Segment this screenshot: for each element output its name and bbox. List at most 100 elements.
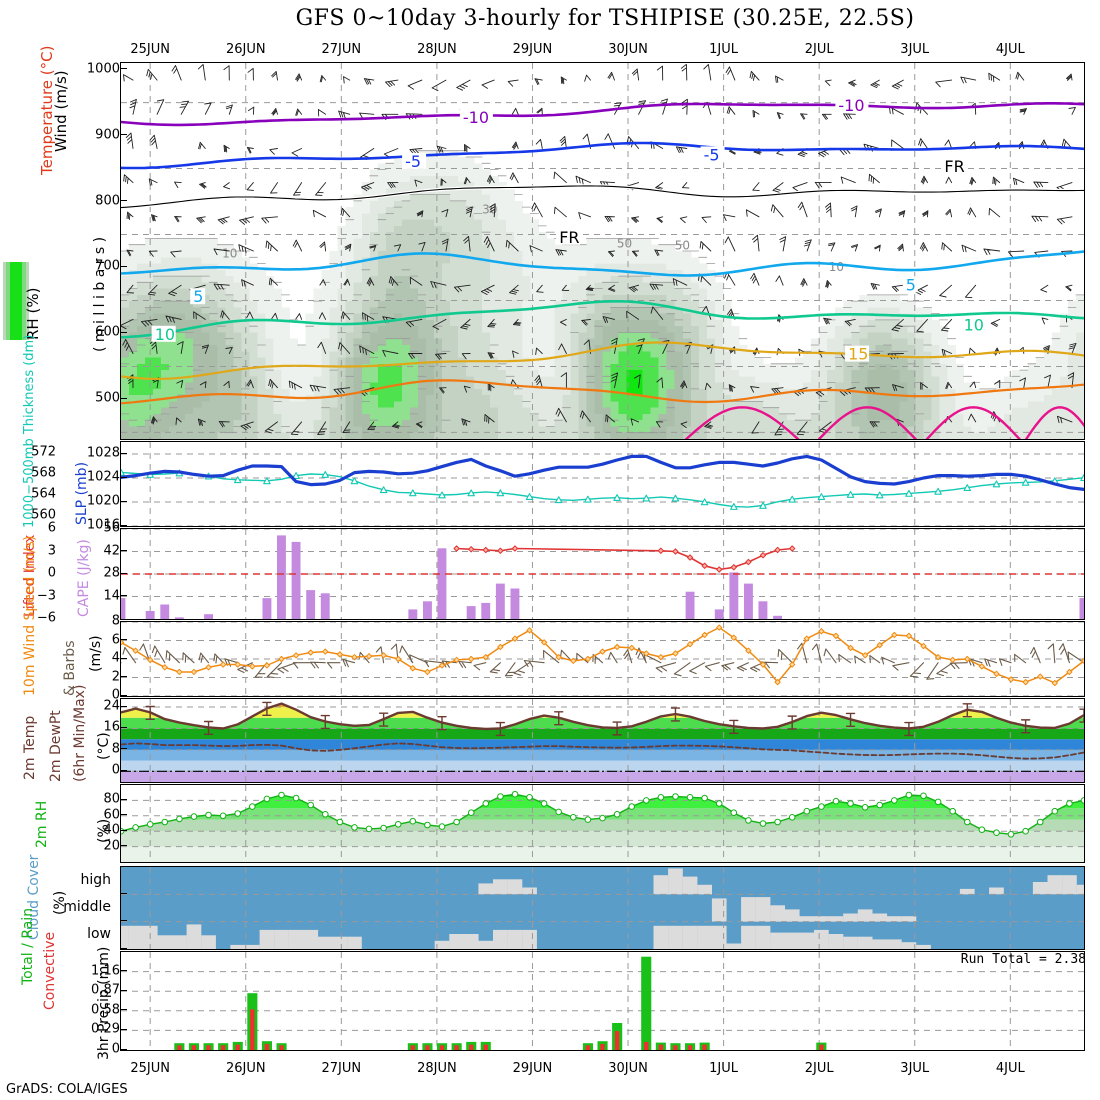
rh2m-tick: 20 [103, 838, 120, 854]
upper-air-panel[interactable]: 10 30 50 10 50 -10 -10 -5 -5 FR FR 5 5 10 10 15 [120, 62, 1085, 440]
slp-tickmark [121, 476, 127, 478]
axis-label-minmax: (6hr Min/Max) [72, 684, 88, 782]
precip-tick: 0 [111, 1041, 120, 1057]
wind10m-tick: 0 [111, 687, 120, 703]
svg-text:-5: -5 [704, 145, 720, 164]
precip-panel[interactable] [120, 951, 1085, 1051]
svg-text:10: 10 [155, 325, 175, 344]
wind10m-tickmark [121, 620, 127, 622]
pressure-tick: 1000 [86, 61, 120, 77]
precip-tick: 0.87 [91, 982, 120, 998]
precip-tickmark [121, 1009, 127, 1011]
temp2m-tickmark [121, 726, 127, 728]
temp-dewpt-panel[interactable] [120, 698, 1085, 783]
axis-label-rh2m: 2m RH [34, 800, 50, 848]
slp-tick: 1024 [86, 469, 120, 485]
date-tick-3jul: 3JUL [900, 42, 930, 57]
cape-tickmark [121, 550, 127, 551]
cape-tickmark [121, 595, 127, 596]
rh2m-tick: 40 [103, 822, 120, 838]
svg-text:10: 10 [964, 316, 984, 335]
date-tick-3jul: 3JUL [900, 1061, 930, 1076]
axis-label-temp2m: 2m Temp [22, 715, 38, 780]
rh2m-panel[interactable] [120, 784, 1085, 863]
date-tick-26jun: 26JUN [225, 42, 266, 57]
rh-legend-swatch [3, 262, 29, 340]
thickness-tick: 568 [31, 465, 56, 480]
pressure-tick: 700 [95, 258, 120, 274]
temp2m-tick: 24 [103, 698, 120, 714]
slp-tick: 1020 [86, 493, 120, 509]
axis-label-temperature: Temperature (°C) [38, 45, 56, 175]
temp2m-tick: 16 [103, 719, 120, 735]
cloud-band-low: low [87, 926, 111, 943]
pressure-tickmark [121, 397, 127, 399]
svg-text:-10: -10 [838, 96, 864, 115]
thickness-tick: 572 [31, 444, 56, 459]
date-tick-30jun: 30JUN [608, 42, 648, 57]
date-tick-25jun: 25JUN [130, 42, 170, 57]
cloud-band-middle: middle [63, 899, 111, 915]
rh2m-tick: 80 [103, 791, 120, 807]
axis-label-wind10m: 10m Wind Speed (m/s) [22, 535, 38, 696]
lifted-index-tick: 6 [47, 520, 56, 536]
date-tick-2jul: 2JUL [804, 42, 834, 57]
wind10m-tickmark [121, 694, 127, 696]
svg-text:50: 50 [675, 239, 690, 253]
cloud-band-high: high [80, 871, 111, 888]
rh2m-tickmark [121, 829, 127, 831]
lifted-index-tick: −3 [36, 588, 56, 603]
cape-tick: 14 [103, 588, 120, 603]
pressure-tickmark [121, 265, 127, 267]
precip-tickmark [121, 989, 127, 991]
date-tick-1jul: 1JUL [709, 42, 739, 57]
wind10m-tick: 6 [111, 632, 120, 647]
cloud-band-tickmark [121, 920, 127, 922]
wind10m-tickmark [121, 657, 127, 659]
cloud-band-tickmark [121, 892, 127, 894]
axis-label-rh: RH (%) [24, 287, 42, 340]
cape-tickmark [121, 527, 127, 529]
slp-tickmark [121, 500, 127, 502]
axis-label-cape: CAPE (J/kg) [76, 539, 92, 617]
precip-tickmark [121, 1028, 127, 1030]
wind10m-tick: 2 [111, 669, 120, 684]
grads-credit: GrADS: COLA/IGES [6, 1082, 128, 1097]
wind10m-tick: 8 [111, 613, 120, 629]
svg-text:-5: -5 [405, 152, 421, 171]
axis-label-wind-units: (m/s) [88, 635, 104, 672]
date-tick-27jun: 27JUN [321, 1061, 362, 1076]
cape-tick: 42 [103, 543, 120, 558]
pressure-tick: 600 [95, 324, 120, 340]
slp-thickness-panel[interactable] [120, 441, 1085, 527]
slp-tick: 1016 [86, 517, 120, 533]
date-tick-4jul: 4JUL [995, 42, 1025, 57]
rh2m-tick: 60 [103, 807, 120, 823]
svg-text:50: 50 [617, 237, 632, 251]
pressure-tickmark [121, 68, 127, 70]
wind10m-panel[interactable] [120, 621, 1085, 697]
lifted-index-tick: 0 [47, 565, 56, 581]
cloud-band-tickmark [121, 947, 127, 949]
cape-tickmark [121, 572, 127, 574]
pressure-tick: 500 [95, 390, 120, 406]
cape-li-panel[interactable] [120, 528, 1085, 620]
cloud-cover-panel[interactable] [120, 866, 1085, 950]
thickness-tick: 560 [31, 507, 56, 522]
lifted-index-tick: 3 [47, 543, 56, 558]
date-tick-30jun: 30JUN [608, 1061, 648, 1076]
precip-tickmark [121, 970, 127, 972]
pressure-tick: 800 [95, 193, 120, 209]
date-tick-26jun: 26JUN [225, 1061, 266, 1076]
rh2m-tickmark [121, 814, 127, 816]
date-tick-29jun: 29JUN [512, 1061, 553, 1076]
temp2m-tick: 0 [111, 762, 120, 778]
date-tick-27jun: 27JUN [321, 42, 362, 57]
date-tick-29jun: 29JUN [512, 42, 553, 57]
wind10m-tickmark [121, 639, 127, 640]
temp2m-tickmark [121, 769, 127, 771]
pressure-tick: 900 [95, 127, 120, 143]
svg-text:30: 30 [482, 202, 497, 216]
date-tick-28jun: 28JUN [417, 1061, 457, 1076]
precip-tick: 0.58 [91, 1002, 120, 1018]
